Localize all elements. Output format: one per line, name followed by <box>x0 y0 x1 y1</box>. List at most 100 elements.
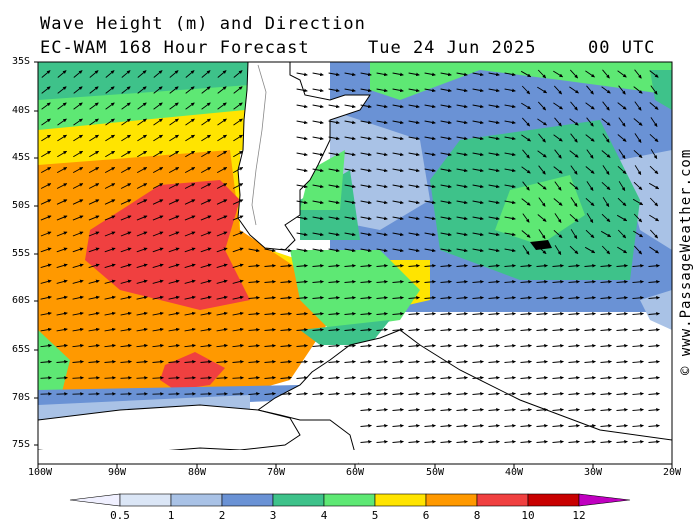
direction-arrow <box>312 200 324 205</box>
direction-arrow <box>650 85 658 95</box>
direction-arrow <box>633 213 643 223</box>
direction-arrow <box>585 102 595 110</box>
direction-arrow <box>72 167 84 173</box>
direction-arrow <box>41 134 51 142</box>
direction-arrow <box>648 344 660 348</box>
direction-arrow <box>328 216 340 221</box>
direction-arrow <box>232 343 244 348</box>
direction-arrow <box>488 88 500 93</box>
direction-arrow <box>616 280 628 284</box>
direction-arrow <box>536 344 548 348</box>
direction-arrow <box>72 199 84 205</box>
direction-arrow <box>632 408 644 412</box>
direction-arrow <box>328 312 340 316</box>
direction-arrow <box>344 280 356 284</box>
direction-arrow <box>440 168 452 173</box>
direction-arrow <box>296 120 308 125</box>
direction-arrow <box>72 263 84 269</box>
direction-arrow <box>618 181 626 192</box>
direction-arrow <box>570 101 578 111</box>
direction-arrow <box>456 200 468 205</box>
direction-arrow <box>552 360 564 364</box>
direction-arrow <box>569 213 579 223</box>
direction-arrow <box>553 102 563 110</box>
direction-arrow <box>312 296 324 300</box>
direction-arrow <box>440 440 452 444</box>
direction-arrow <box>585 134 595 142</box>
direction-arrow <box>280 296 292 300</box>
direction-arrow <box>104 295 116 300</box>
legend-tick-label: 4 <box>320 509 328 522</box>
direction-arrow <box>120 263 132 269</box>
direction-arrow <box>472 392 484 396</box>
direction-arrow <box>312 184 324 189</box>
direction-arrow <box>104 167 116 173</box>
direction-arrow <box>440 120 452 125</box>
direction-arrow <box>601 86 611 94</box>
direction-arrow <box>648 312 660 316</box>
lon-label: 50W <box>425 467 445 478</box>
direction-arrow <box>184 360 196 364</box>
direction-arrow <box>537 86 548 94</box>
direction-arrow <box>504 376 516 380</box>
direction-arrow <box>424 184 436 189</box>
direction-arrow <box>152 247 164 253</box>
direction-arrow <box>360 104 372 109</box>
direction-arrow <box>632 198 644 206</box>
direction-arrow <box>360 424 372 428</box>
direction-arrow <box>392 264 404 268</box>
direction-arrow <box>633 230 644 238</box>
direction-arrow <box>553 134 563 142</box>
direction-arrow <box>424 72 436 77</box>
direction-arrow <box>120 343 132 348</box>
direction-arrow <box>392 408 404 412</box>
direction-arrow <box>520 440 532 444</box>
direction-arrow <box>649 102 659 110</box>
direction-arrow <box>360 440 372 444</box>
direction-arrow <box>376 344 388 348</box>
direction-arrow <box>296 168 308 173</box>
direction-arrow <box>344 312 356 316</box>
direction-arrow <box>569 150 579 158</box>
direction-arrow <box>120 247 132 253</box>
direction-arrow <box>152 327 164 332</box>
direction-arrow <box>408 376 420 380</box>
direction-arrow <box>408 344 420 348</box>
direction-arrow <box>296 72 308 77</box>
direction-arrow <box>520 328 532 332</box>
direction-arrow <box>472 184 484 189</box>
direction-arrow <box>376 72 388 77</box>
direction-arrow <box>88 295 100 300</box>
direction-arrow <box>73 118 83 126</box>
direction-arrow <box>376 408 388 412</box>
direction-arrow <box>137 118 147 126</box>
direction-arrow <box>280 376 292 380</box>
direction-arrow <box>552 440 564 444</box>
direction-arrow <box>618 85 626 95</box>
direction-arrow <box>488 216 500 221</box>
direction-arrow <box>632 280 644 284</box>
direction-arrow <box>648 408 660 412</box>
direction-arrow <box>328 360 340 364</box>
direction-arrow <box>552 376 564 380</box>
direction-arrow <box>586 213 594 224</box>
direction-arrow <box>392 168 404 173</box>
direction-arrow <box>649 229 659 239</box>
direction-arrow <box>488 424 500 428</box>
direction-arrow <box>200 295 212 300</box>
direction-arrow <box>120 199 132 205</box>
direction-arrow <box>57 150 68 158</box>
direction-arrow <box>40 183 52 189</box>
direction-arrow <box>120 231 132 237</box>
direction-arrow <box>216 167 228 173</box>
direction-arrow <box>569 118 579 126</box>
model-forecast-label: EC-WAM 168 Hour Forecast <box>40 38 310 58</box>
direction-arrow <box>488 312 500 316</box>
direction-arrow <box>232 360 244 364</box>
direction-arrow <box>554 181 562 191</box>
direction-arrow <box>456 376 468 380</box>
direction-arrow <box>585 197 595 207</box>
direction-arrow <box>56 360 68 364</box>
direction-arrow <box>344 88 356 93</box>
direction-arrow <box>40 327 52 332</box>
